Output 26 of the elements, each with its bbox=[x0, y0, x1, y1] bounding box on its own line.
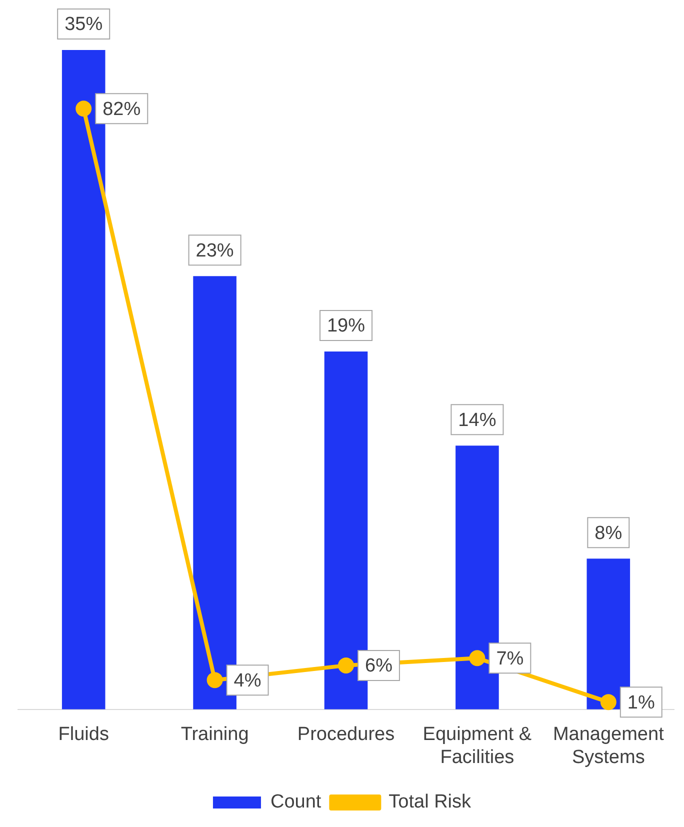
bar bbox=[456, 446, 499, 710]
data-label: 6% bbox=[364, 656, 393, 677]
point bbox=[338, 657, 354, 674]
data-label: 1% bbox=[627, 692, 655, 714]
bar bbox=[586, 558, 630, 710]
x-tick-label: Management Systems bbox=[552, 724, 665, 768]
bar bbox=[62, 50, 106, 710]
x-tick-label: Training bbox=[180, 724, 249, 746]
bar bbox=[324, 351, 368, 710]
point bbox=[76, 100, 92, 117]
x-tick-label: Equipment & Facilities bbox=[422, 724, 532, 768]
data-label: 8% bbox=[594, 522, 622, 544]
legend-label: Count bbox=[270, 792, 322, 813]
legend-label: Total Risk bbox=[388, 792, 472, 813]
point bbox=[600, 694, 616, 710]
data-label: 14% bbox=[458, 410, 496, 431]
x-tick-label: Fluids bbox=[58, 724, 109, 746]
x-tick-label: Procedures bbox=[297, 724, 395, 746]
data-label: 4% bbox=[234, 670, 262, 692]
data-label: 7% bbox=[496, 648, 524, 670]
data-label: 19% bbox=[326, 316, 366, 337]
data-label: 23% bbox=[196, 240, 234, 262]
point bbox=[469, 650, 486, 666]
data-label: 82% bbox=[102, 98, 141, 120]
data-label: 35% bbox=[64, 14, 103, 36]
point bbox=[206, 672, 223, 688]
